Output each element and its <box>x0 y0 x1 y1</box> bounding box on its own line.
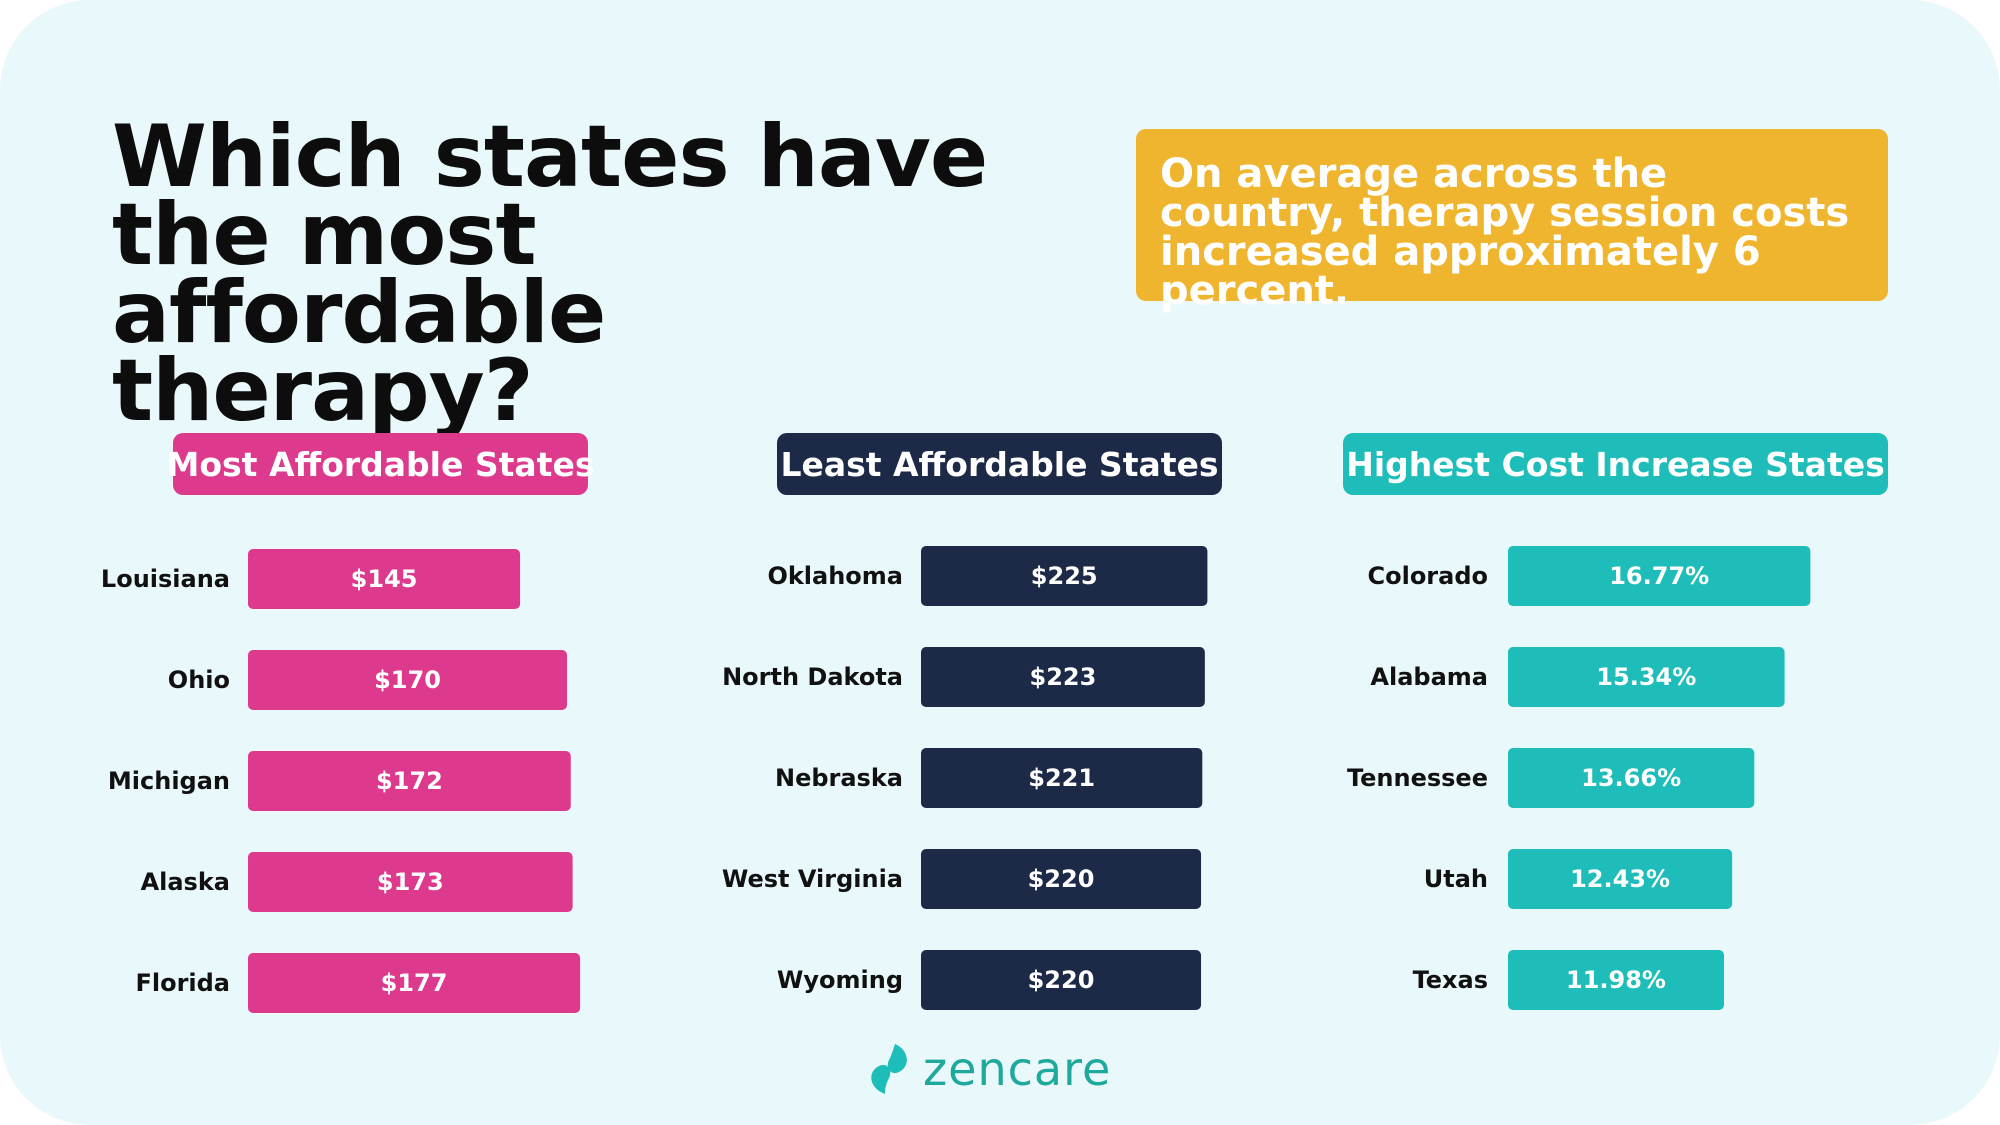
affordable-state-label: Ohio <box>168 666 230 694</box>
increase-value-label: 16.77% <box>1609 562 1709 590</box>
affordable-value-label: $145 <box>351 565 418 593</box>
increase-bar <box>1508 546 1811 606</box>
least-affordable-header: Least Affordable States <box>777 433 1222 495</box>
least-affordable-bar <box>921 647 1205 707</box>
zencare-wordmark: zencare <box>923 1042 1112 1096</box>
least-affordable-state-label: Nebraska <box>775 764 903 792</box>
increase-bar <box>1508 849 1733 909</box>
affordable-value-label: $170 <box>374 666 441 694</box>
affordable-state-label: Florida <box>135 969 230 997</box>
least-affordable-value-label: $221 <box>1028 764 1095 792</box>
average-increase-callout: On average across the country, therapy s… <box>1136 129 1888 311</box>
affordable-state-label: Louisiana <box>101 565 230 593</box>
increase-state-label: Tennessee <box>1347 764 1488 792</box>
affordable-state-label: Alaska <box>141 868 230 896</box>
least-affordable-bar <box>921 849 1202 909</box>
least-affordable-value-label: $223 <box>1030 663 1097 691</box>
affordable-value-label: $177 <box>381 969 448 997</box>
affordable-bar <box>248 549 521 609</box>
affordable-bar <box>248 852 573 912</box>
increase-value-label: 15.34% <box>1596 663 1696 691</box>
cost-increase-header: Highest Cost Increase States <box>1343 433 1888 495</box>
least-affordable-bar <box>921 546 1208 606</box>
affordable-value-label: $173 <box>377 868 444 896</box>
affordable-bar <box>248 953 581 1013</box>
page-title: Which states have the most affordable th… <box>112 107 988 441</box>
increase-bar <box>1508 950 1724 1010</box>
least-affordable-value-label: $220 <box>1028 966 1095 994</box>
increase-value-label: 13.66% <box>1581 764 1681 792</box>
affordable-bar <box>248 650 568 710</box>
least-affordable-bar <box>921 748 1203 808</box>
increase-bar <box>1508 748 1755 808</box>
zencare-logo: zencare <box>865 1042 1111 1096</box>
affordable-bar <box>248 751 571 811</box>
least-affordable-state-label: North Dakota <box>722 663 903 691</box>
increase-bar <box>1508 647 1785 707</box>
least-affordable-value-label: $225 <box>1031 562 1098 590</box>
least-affordable-state-label: West Virginia <box>722 865 903 893</box>
least-affordable-value-label: $220 <box>1028 865 1095 893</box>
increase-value-label: 12.43% <box>1570 865 1670 893</box>
least-affordable-bar <box>921 950 1202 1010</box>
increase-value-label: 11.98% <box>1566 966 1666 994</box>
affordable-state-label: Michigan <box>108 767 230 795</box>
least-affordable-state-label: Wyoming <box>777 966 903 994</box>
increase-state-label: Colorado <box>1367 562 1488 590</box>
increase-state-label: Alabama <box>1370 663 1488 691</box>
increase-state-label: Texas <box>1413 966 1488 994</box>
most-affordable-header: Most Affordable States <box>167 433 594 495</box>
zencare-leaf-icon <box>871 1044 907 1094</box>
increase-state-label: Utah <box>1424 865 1488 893</box>
least-affordable-state-label: Oklahoma <box>767 562 903 590</box>
affordable-value-label: $172 <box>376 767 443 795</box>
